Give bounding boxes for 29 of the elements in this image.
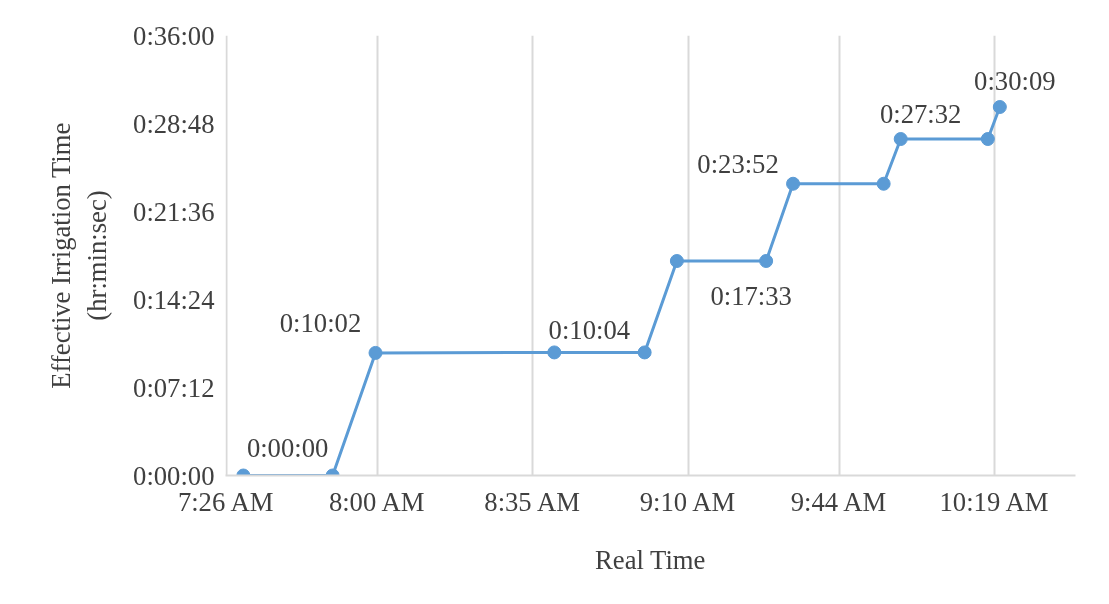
y-tick-label: 0:36:00 [133, 20, 215, 51]
x-tick-label: 9:10 AM [639, 486, 736, 517]
data-label: 0:17:33 [710, 281, 792, 311]
y-tick-label: 0:07:12 [133, 372, 215, 403]
y-axis-title: Effective Irrigation Time (hr:min:sec) [46, 122, 113, 389]
point [786, 176, 801, 191]
x-tick-label: 9:44 AM [790, 486, 887, 517]
point [893, 132, 908, 147]
x-tick-label: 10:19 AM [939, 486, 1049, 517]
data-label: 0:27:32 [879, 99, 962, 130]
x-tick-label: 8:00 AM [328, 486, 425, 517]
point [637, 345, 652, 360]
x-tick-label: 8:35 AM [484, 486, 580, 517]
data-label: 0:23:52 [697, 148, 779, 179]
point [368, 345, 383, 360]
point [547, 345, 562, 360]
y-tick-label: 0:14:24 [133, 284, 215, 315]
data-label: 0:30:09 [974, 66, 1056, 96]
point [980, 132, 995, 147]
data-label: 0:10:04 [548, 315, 631, 346]
x-axis-title: Real Time [595, 544, 706, 575]
y-tick-label: 0:21:36 [133, 196, 215, 227]
data-label: 0:00:00 [246, 432, 329, 463]
point [876, 176, 891, 191]
data-label: 0:10:02 [279, 307, 362, 338]
point [759, 254, 774, 268]
y-tick-label: 0:28:48 [133, 108, 215, 139]
point [992, 100, 1007, 114]
point [669, 254, 684, 268]
